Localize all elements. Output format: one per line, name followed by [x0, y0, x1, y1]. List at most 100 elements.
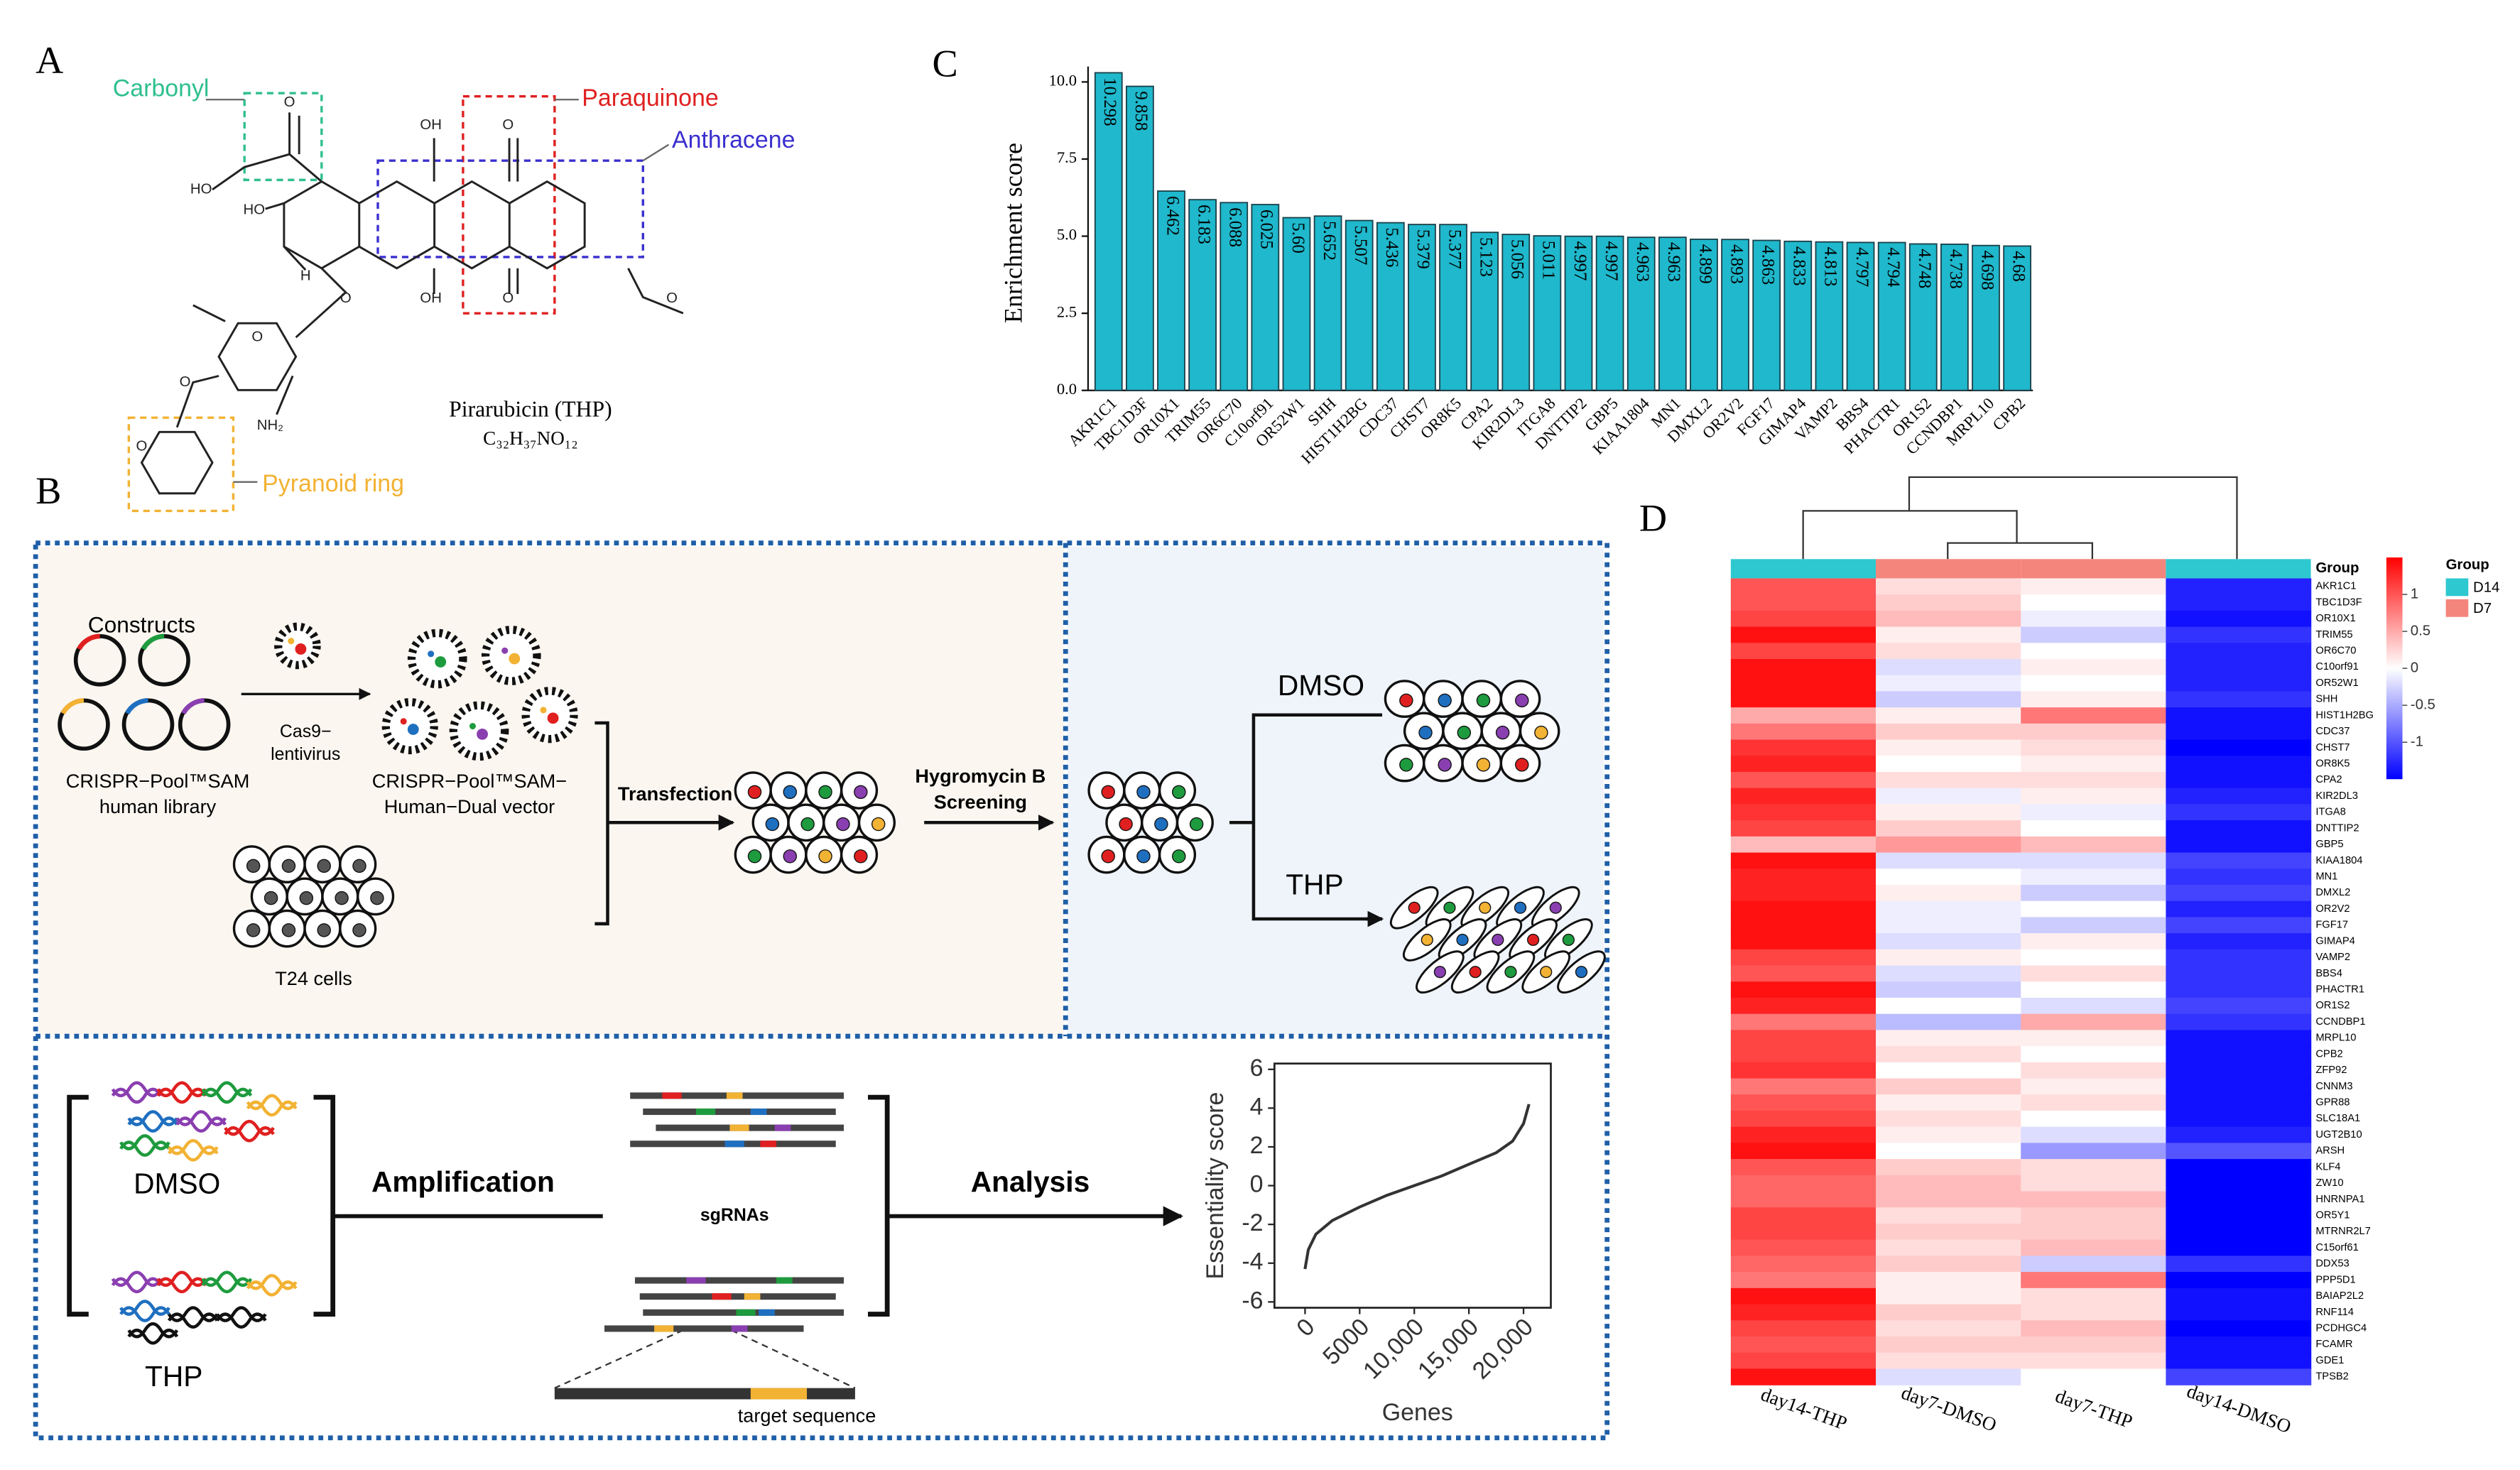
heat-cell — [1876, 626, 2021, 643]
nucleus — [854, 849, 868, 864]
heat-cell — [1730, 820, 1877, 837]
heat-cell — [2021, 1352, 2167, 1370]
column-label: day14-THP — [1758, 1383, 1850, 1434]
column-label: day7-THP — [2053, 1385, 2135, 1432]
row-label: KLF4 — [2315, 1161, 2340, 1172]
diagram-text: DMSO — [1278, 669, 1364, 702]
heat-cell — [2166, 1191, 2312, 1208]
nucleus — [1515, 693, 1529, 708]
heat-cell — [2021, 610, 2167, 628]
atom-label: NH₂ — [257, 418, 283, 433]
atom-label: OH — [420, 117, 442, 133]
row-label: PCDHGC4 — [2315, 1322, 2367, 1334]
plasmid-insert — [181, 697, 205, 715]
heat-cell — [2166, 1030, 2312, 1047]
heat-cell — [2166, 756, 2312, 773]
heat-cell — [2166, 852, 2312, 869]
heat-cell — [1876, 1159, 2021, 1176]
dna — [111, 1081, 163, 1104]
y-tick-label: 5.0 — [1057, 226, 1077, 244]
heat-cell — [1876, 1304, 2021, 1321]
heat-cell — [2166, 1110, 2312, 1128]
heat-cell — [2021, 723, 2167, 741]
heat-cell — [1730, 1320, 1877, 1337]
nucleus — [1515, 758, 1529, 772]
sgrna — [639, 1293, 836, 1300]
y-tick-label: 6 — [1250, 1055, 1264, 1082]
value-label: 4.68 — [2009, 251, 2028, 282]
carbonyl-box — [243, 92, 323, 182]
bracket — [67, 1094, 890, 1317]
value-label: 4.997 — [1570, 241, 1590, 281]
heat-cell — [2166, 820, 2312, 837]
colorbar-tick-label: 0 — [2411, 660, 2418, 675]
heat-cell — [1730, 1126, 1877, 1144]
heat-cell — [2021, 1256, 2167, 1273]
heat-cell — [1876, 1223, 2021, 1241]
virus-cargo — [469, 723, 476, 730]
heat-cell — [2021, 1013, 2167, 1031]
heat-cell — [1730, 1256, 1877, 1273]
x-axis-label: Genes — [1382, 1399, 1453, 1426]
nucleus — [1101, 849, 1115, 864]
heat-cell — [2166, 1223, 2312, 1241]
atom-label: O — [180, 374, 191, 390]
heat-cell — [1876, 756, 2021, 773]
bar — [1376, 222, 1405, 391]
value-label: 5.377 — [1445, 229, 1464, 269]
heat-cell — [2021, 1272, 2167, 1289]
heat-cell — [2166, 626, 2312, 643]
row-label: PHACTR1 — [2315, 984, 2364, 996]
heat-cell — [1730, 1030, 1877, 1047]
heat-cell — [2021, 1175, 2167, 1192]
value-label: 5.056 — [1508, 239, 1527, 279]
heat-cell — [2166, 1256, 2312, 1273]
heat-cell — [1876, 1272, 2021, 1289]
x-tick-label: CPB2 — [1989, 394, 2029, 434]
row-label: SLC18A1 — [2315, 1113, 2360, 1124]
dna — [201, 1270, 253, 1294]
heat-cell — [2021, 900, 2167, 918]
highlight-label: Paraquinone — [582, 85, 718, 111]
nucleus — [1504, 966, 1517, 979]
heat-cell — [1876, 1046, 2021, 1063]
value-label: 5.123 — [1476, 237, 1495, 277]
diagram-text: Constructs — [88, 612, 195, 638]
heat-cell — [1876, 707, 2021, 724]
heat-cell — [1876, 1175, 2021, 1192]
dna — [111, 1270, 163, 1294]
nucleus — [370, 891, 384, 905]
heat-cell — [2166, 1207, 2312, 1224]
diagram-text: Hygromycin B — [915, 765, 1046, 787]
heat-cell — [2166, 1304, 2312, 1321]
heat-cell — [1876, 1239, 2021, 1257]
row-label: MTRNR2L7 — [2315, 1226, 2371, 1237]
heat-cell — [1730, 626, 1877, 643]
heat-cell — [1730, 804, 1877, 821]
atom-label: O — [340, 290, 352, 306]
diagram-text: Analysis — [971, 1165, 1090, 1198]
nucleus — [299, 891, 314, 905]
formula: C₃₂H₃₇NO₁₂ — [483, 428, 578, 449]
bar — [1783, 240, 1813, 391]
column-label: day14-DMSO — [2184, 1380, 2294, 1437]
heat-cell — [1730, 1143, 1877, 1160]
heat-cell — [2166, 658, 2312, 676]
highlight-label: Pyranoid ring — [262, 470, 404, 497]
heat-cell — [1730, 594, 1877, 611]
paraquinone-box — [462, 95, 556, 315]
heat-cell — [2021, 981, 2167, 998]
nucleus — [818, 849, 832, 864]
value-label: 4.863 — [1758, 245, 1777, 285]
heat-cell — [2021, 1094, 2167, 1111]
value-label: 10.298 — [1100, 77, 1119, 126]
bar — [1815, 241, 1844, 391]
heat-cell — [2021, 691, 2167, 708]
nucleus — [317, 859, 331, 873]
heat-cell — [2021, 1368, 2167, 1385]
nucleus — [1534, 725, 1548, 740]
diagram-text: Screening — [934, 790, 1027, 812]
heat-cell — [1730, 1062, 1877, 1079]
nucleus — [1469, 966, 1482, 979]
